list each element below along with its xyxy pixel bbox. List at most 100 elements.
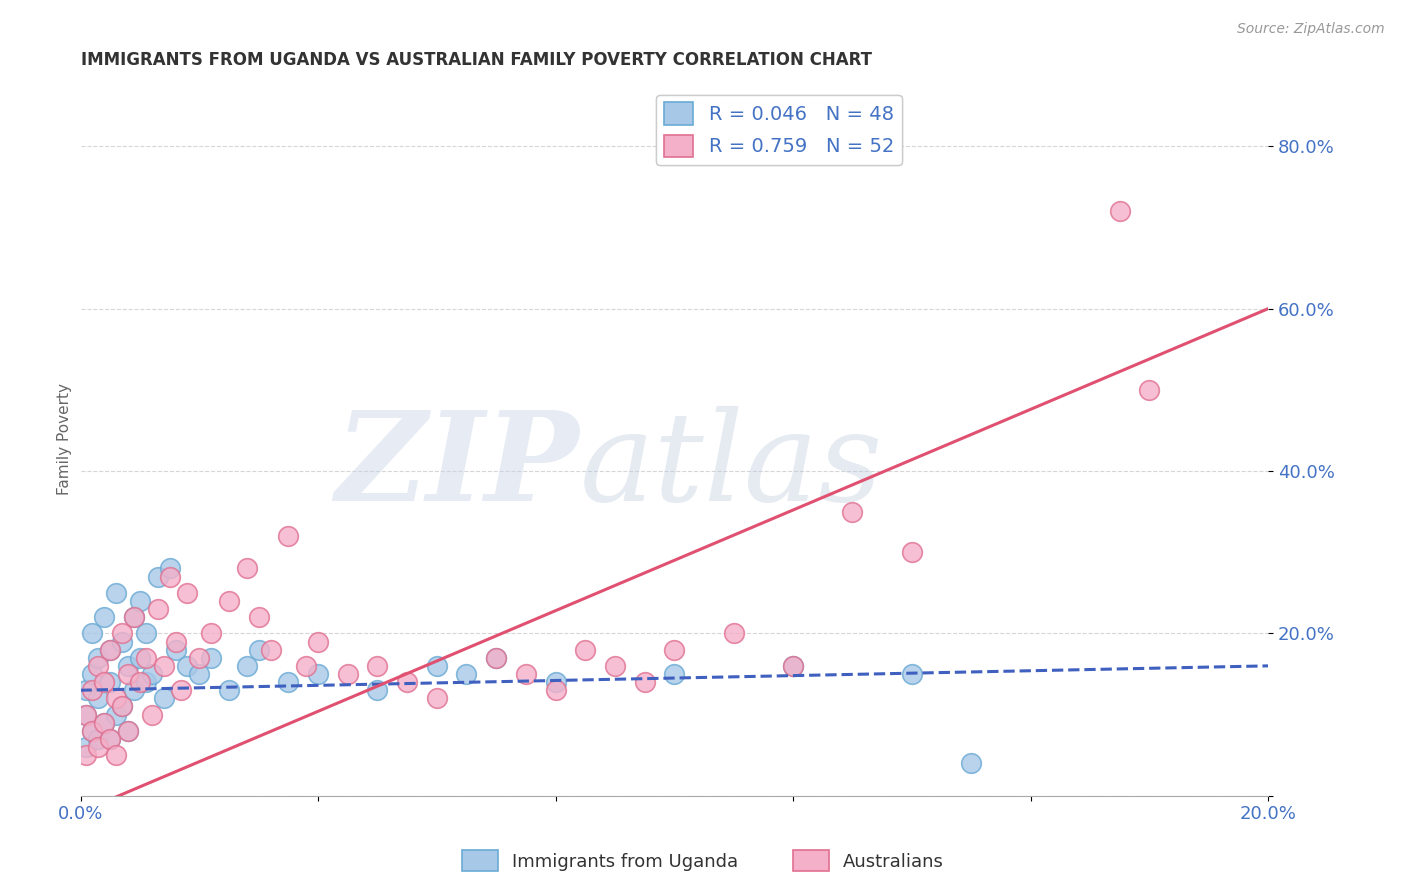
Point — [295, 658, 318, 673]
Point — [111, 626, 134, 640]
Point — [515, 667, 537, 681]
Point — [128, 675, 150, 690]
Point — [236, 658, 259, 673]
Point — [236, 561, 259, 575]
Point — [75, 707, 97, 722]
Point — [259, 642, 281, 657]
Point — [159, 569, 181, 583]
Point — [366, 683, 388, 698]
Point — [93, 610, 115, 624]
Point — [200, 626, 222, 640]
Point — [105, 707, 128, 722]
Point — [426, 691, 449, 706]
Point — [841, 505, 863, 519]
Point — [456, 667, 478, 681]
Point — [218, 594, 240, 608]
Point — [188, 650, 211, 665]
Point — [247, 610, 270, 624]
Point — [117, 658, 139, 673]
Point — [200, 650, 222, 665]
Point — [82, 723, 104, 738]
Point — [960, 756, 983, 771]
Point — [75, 748, 97, 763]
Point — [485, 650, 508, 665]
Point — [544, 675, 567, 690]
Y-axis label: Family Poverty: Family Poverty — [58, 383, 72, 494]
Text: IMMIGRANTS FROM UGANDA VS AUSTRALIAN FAMILY POVERTY CORRELATION CHART: IMMIGRANTS FROM UGANDA VS AUSTRALIAN FAM… — [80, 51, 872, 69]
Point — [277, 529, 299, 543]
Point — [165, 634, 187, 648]
Point — [782, 658, 804, 673]
Point — [782, 658, 804, 673]
Point — [105, 586, 128, 600]
Point — [111, 699, 134, 714]
Point — [664, 667, 686, 681]
Point — [574, 642, 596, 657]
Point — [135, 626, 157, 640]
Point — [152, 658, 174, 673]
Point — [128, 650, 150, 665]
Point — [603, 658, 626, 673]
Point — [188, 667, 211, 681]
Text: ZIP: ZIP — [336, 407, 579, 528]
Point — [75, 739, 97, 754]
Point — [901, 545, 924, 559]
Point — [93, 715, 115, 730]
Point — [82, 626, 104, 640]
Point — [485, 650, 508, 665]
Legend: Immigrants from Uganda, Australians: Immigrants from Uganda, Australians — [454, 843, 952, 879]
Point — [98, 731, 121, 746]
Point — [98, 731, 121, 746]
Point — [82, 723, 104, 738]
Point — [117, 723, 139, 738]
Point — [176, 586, 198, 600]
Point — [105, 748, 128, 763]
Point — [87, 658, 110, 673]
Point — [544, 683, 567, 698]
Point — [141, 667, 163, 681]
Point — [146, 569, 169, 583]
Point — [366, 658, 388, 673]
Point — [122, 683, 145, 698]
Point — [218, 683, 240, 698]
Point — [664, 642, 686, 657]
Point — [105, 691, 128, 706]
Point — [146, 602, 169, 616]
Point — [277, 675, 299, 690]
Point — [98, 675, 121, 690]
Point — [426, 658, 449, 673]
Point — [128, 594, 150, 608]
Point — [93, 715, 115, 730]
Point — [159, 561, 181, 575]
Point — [723, 626, 745, 640]
Point — [98, 642, 121, 657]
Point — [75, 683, 97, 698]
Point — [396, 675, 419, 690]
Point — [117, 723, 139, 738]
Point — [170, 683, 193, 698]
Point — [87, 739, 110, 754]
Point — [247, 642, 270, 657]
Point — [75, 707, 97, 722]
Point — [135, 650, 157, 665]
Point — [87, 650, 110, 665]
Point — [1108, 204, 1130, 219]
Text: atlas: atlas — [579, 407, 883, 528]
Point — [336, 667, 359, 681]
Point — [176, 658, 198, 673]
Point — [307, 667, 329, 681]
Point — [98, 642, 121, 657]
Text: Source: ZipAtlas.com: Source: ZipAtlas.com — [1237, 22, 1385, 37]
Point — [87, 731, 110, 746]
Point — [1137, 383, 1160, 397]
Point — [141, 707, 163, 722]
Point — [901, 667, 924, 681]
Point — [82, 683, 104, 698]
Point — [165, 642, 187, 657]
Point — [633, 675, 655, 690]
Point — [111, 699, 134, 714]
Legend: R = 0.046   N = 48, R = 0.759   N = 52: R = 0.046 N = 48, R = 0.759 N = 52 — [657, 95, 903, 165]
Point — [82, 667, 104, 681]
Point — [87, 691, 110, 706]
Point — [307, 634, 329, 648]
